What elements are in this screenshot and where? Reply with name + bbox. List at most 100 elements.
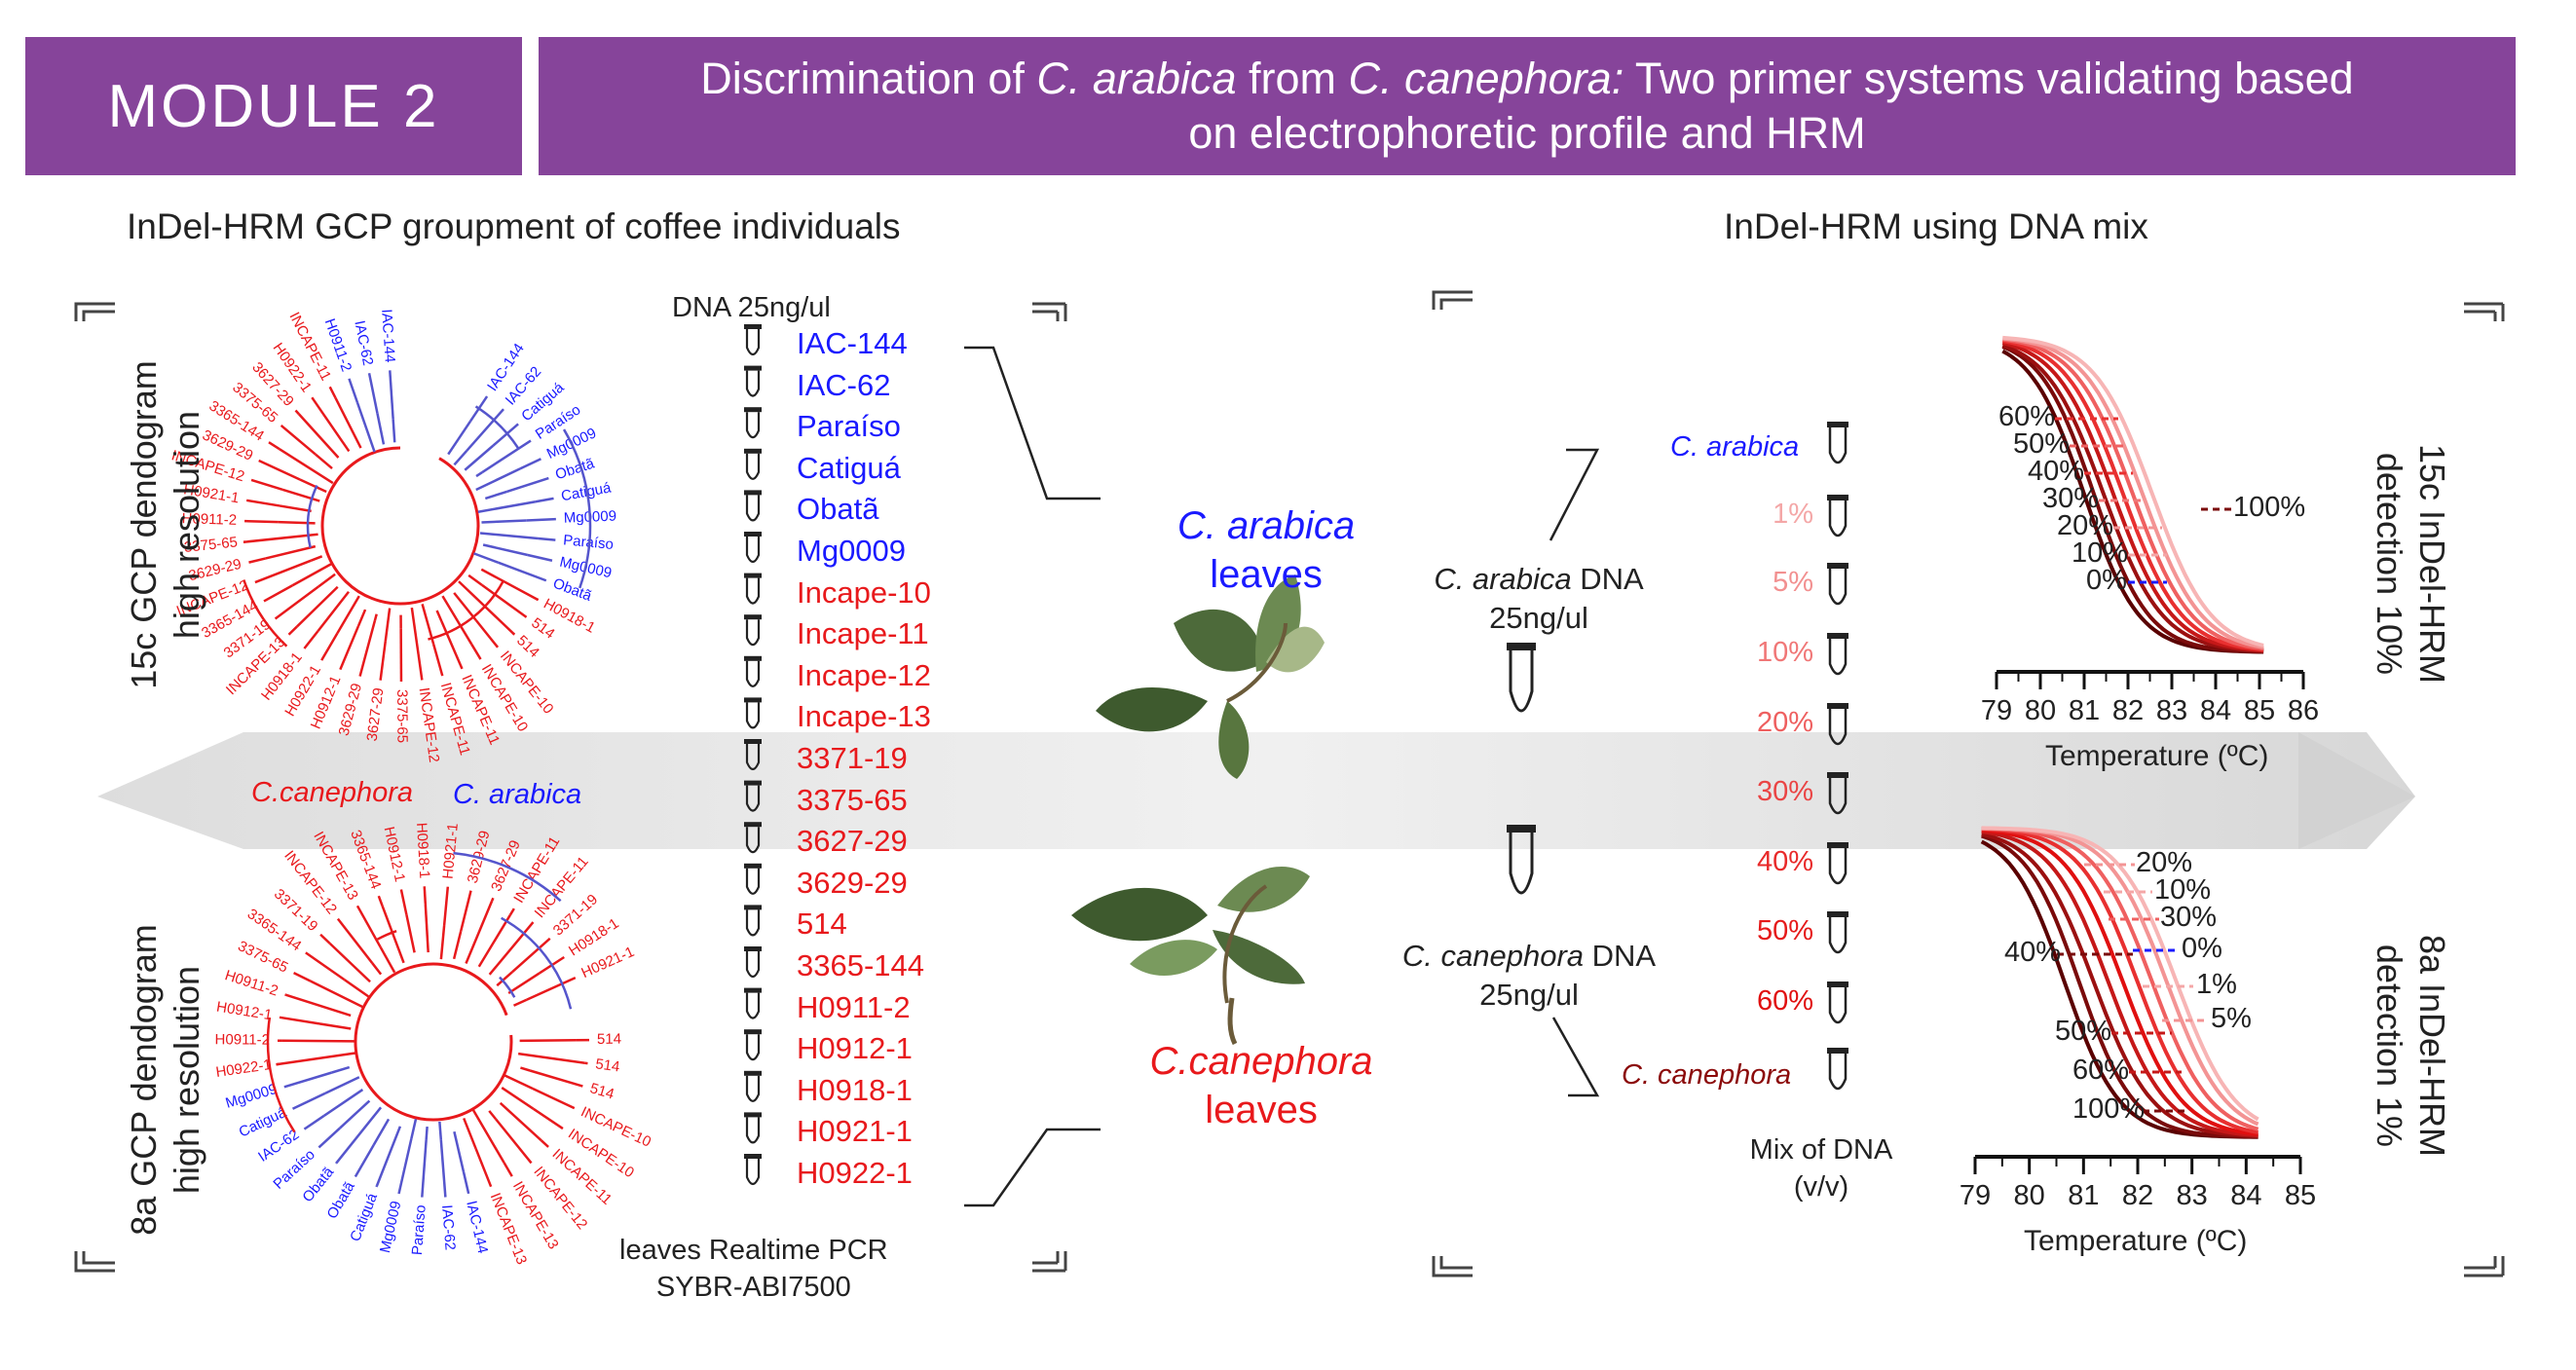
sample-tube (744, 365, 762, 397)
hrm-bottom-side-line1: 8a InDel-HRM (2412, 934, 2452, 1158)
sample-tube (744, 614, 762, 647)
mix-percent: 60% (1756, 985, 1813, 1017)
canephora-leaves-label: C.canephora leaves (1115, 1037, 1407, 1134)
dendrogram-leaf-label: H0922-1 (214, 1056, 272, 1081)
dendrogram-leaf-label: 3375-65 (393, 689, 410, 743)
sample-tube (744, 987, 762, 1019)
x-tick-label: 80 (2024, 695, 2057, 726)
series-label: 40% (2028, 456, 2085, 487)
canephora-bracket (1551, 1017, 1600, 1097)
sample-label: 3371-19 (797, 741, 908, 775)
pcr-footer-line2: SYBR-ABI7500 (655, 1272, 851, 1303)
mix-tube (1827, 633, 1848, 676)
series-label: 30% (2160, 902, 2218, 933)
x-tick-label: 80 (2013, 1180, 2045, 1211)
melt-curve (1981, 826, 2259, 1122)
canephora-leaves-line2: leaves (1205, 1089, 1318, 1131)
series-label: 10% (2154, 874, 2212, 906)
dendrogram-leaf-label: H0921-1 (440, 823, 462, 880)
sample-tube (744, 407, 762, 439)
sample-label: IAC-144 (797, 326, 908, 360)
arrow-head-right (2298, 732, 2415, 849)
dendrogram-leaf-label: H0911-2 (181, 510, 237, 529)
sample-tube (744, 905, 762, 937)
series-label: 100% (2072, 1093, 2146, 1125)
sample-tubes (744, 324, 762, 1186)
module-badge: MODULE 2 (25, 37, 522, 175)
dendrogram-leaf-label: Obatã (324, 1178, 359, 1221)
x-tick-label: 83 (2176, 1180, 2208, 1211)
header-title-line1: Discrimination of C. arabica from C. can… (700, 52, 2353, 106)
x-tick-label: 79 (1980, 695, 2013, 726)
mix-tube (1827, 981, 1848, 1024)
arabica-dna-conc: 25ng/ul (1489, 601, 1588, 635)
module-label: MODULE 2 (107, 72, 440, 140)
group-label-arabica: C. arabica (453, 779, 582, 810)
dendrogram-leaf-label: IAC-144 (378, 309, 398, 363)
hrm-bottom-side-label: 8a InDel-HRM detection 1% (2368, 900, 2453, 1192)
bottom-dendrogram-label: 8a GCP dendogram high resolution (123, 895, 208, 1265)
sample-label: 3627-29 (797, 824, 908, 859)
mix-percent: 40% (1756, 846, 1813, 877)
series-label: 20% (2136, 847, 2193, 878)
arabica-dna-label: C. arabica DNA 25ng/ul (1383, 560, 1695, 638)
arabica-leaves-line2: leaves (1210, 553, 1323, 596)
sample-tube (744, 863, 762, 895)
series-label: 100% (2233, 492, 2306, 523)
dendrogram-leaf-label: Paraíso (409, 1204, 429, 1256)
mix-top-label: C. arabica (1670, 431, 1800, 463)
left-section-title: InDel-HRM GCP groupment of coffee indivi… (127, 206, 901, 246)
sample-tube (744, 697, 762, 729)
mix-tube (1827, 911, 1848, 954)
sample-label: Incape-12 (797, 657, 931, 692)
dendrogram-leaf-label: 514 (528, 614, 557, 642)
sample-label: 3629-29 (797, 865, 908, 900)
canephora-leaves-illustration (1071, 867, 1310, 1046)
top-dendrogram-label: 15c GCP dendogram high resolution (123, 340, 208, 710)
series-label: 50% (2055, 1016, 2112, 1047)
group-label-canephora: C.canephora (251, 777, 414, 808)
canephora-dna-species: C. canephora (1401, 939, 1585, 973)
sample-tube (744, 822, 762, 854)
hrm-top-side-line1: 15c InDel-HRM (2412, 443, 2452, 685)
sample-tube (744, 655, 762, 687)
series-label: 20% (2057, 510, 2114, 541)
sample-label: H0911-2 (797, 989, 911, 1024)
mix-tube (1827, 495, 1848, 537)
x-tick-label: 82 (2111, 695, 2145, 726)
header-title-line2: on electrophoretic profile and HRM (1188, 108, 1866, 158)
sample-tube (744, 448, 762, 480)
x-tick-label: 82 (2121, 1180, 2154, 1211)
bracket-line-arabica (964, 346, 1101, 500)
arabica-dna-tube (1507, 643, 1536, 713)
sample-label: H0918-1 (797, 1072, 913, 1107)
mix-footer-line1: Mix of DNA (1749, 1134, 1893, 1166)
canephora-dna-conc: 25ng/ul (1479, 978, 1579, 1012)
sample-label: Mg0009 (797, 534, 907, 568)
dendrogram-leaf-label: H0911-2 (215, 1031, 271, 1048)
sample-tube (744, 1070, 762, 1102)
canephora-dna-label: C. canephora DNA 25ng/ul (1363, 937, 1695, 1015)
x-tick-label: 81 (2068, 695, 2101, 726)
melt-curve (2002, 335, 2264, 648)
sample-label: Incape-13 (797, 699, 931, 734)
mix-tubes (1827, 422, 1848, 1091)
hrm-chart-bottom (1973, 826, 2302, 1174)
sample-tube (744, 324, 762, 356)
arabica-dna-word: DNA (1571, 562, 1644, 596)
hrm-bottom-side-line2: detection 1% (2370, 944, 2409, 1148)
bottom-dendrogram: 514514514INCAPE-10INCAPE-10INCAPE-11INCA… (214, 822, 653, 1267)
melt-curve (2002, 337, 2264, 651)
header-title: Discrimination of C. arabica from C. can… (539, 37, 2516, 175)
sample-label: H0912-1 (797, 1031, 913, 1066)
melt-curve (1981, 833, 2259, 1139)
series-label: 60% (2072, 1055, 2130, 1086)
pcr-footer-line1: leaves Realtime PCR (619, 1235, 888, 1266)
mix-tube (1827, 563, 1848, 606)
bottom-dendro-label-2: high resolution (167, 965, 206, 1195)
dendrogram-leaf-label: 3375-65 (183, 534, 239, 556)
bracket-line-canephora (964, 1128, 1101, 1207)
hrm-top-side-label: 15c InDel-HRM detection 10% (2368, 418, 2453, 710)
melt-curve (2001, 344, 2264, 653)
